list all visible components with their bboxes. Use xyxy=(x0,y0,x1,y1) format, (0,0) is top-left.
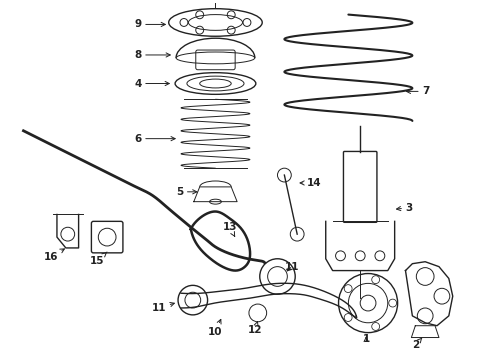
Text: 11: 11 xyxy=(284,262,299,272)
Text: 8: 8 xyxy=(134,50,170,60)
Text: 1: 1 xyxy=(363,334,370,345)
Text: 2: 2 xyxy=(412,338,422,350)
Text: 9: 9 xyxy=(134,19,165,30)
Text: 6: 6 xyxy=(134,134,175,144)
Text: 11: 11 xyxy=(152,302,174,313)
Text: 3: 3 xyxy=(396,203,413,212)
Text: 16: 16 xyxy=(44,249,64,262)
Text: 13: 13 xyxy=(222,222,237,237)
Text: 12: 12 xyxy=(247,321,262,335)
Text: 5: 5 xyxy=(176,187,197,197)
Text: 14: 14 xyxy=(300,178,321,188)
Text: 15: 15 xyxy=(90,252,107,266)
Text: 10: 10 xyxy=(208,319,223,337)
Text: 4: 4 xyxy=(134,78,169,89)
Text: 7: 7 xyxy=(406,86,430,96)
